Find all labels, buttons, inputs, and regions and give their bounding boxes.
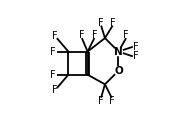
Circle shape bbox=[114, 48, 122, 56]
Text: F: F bbox=[123, 30, 129, 40]
Text: F: F bbox=[79, 30, 85, 40]
Text: O: O bbox=[114, 66, 123, 76]
Text: F: F bbox=[133, 51, 139, 61]
Text: F: F bbox=[133, 42, 139, 52]
Text: F: F bbox=[98, 18, 104, 28]
Circle shape bbox=[114, 67, 122, 75]
Text: F: F bbox=[98, 96, 104, 106]
Text: F: F bbox=[52, 31, 58, 41]
Text: F: F bbox=[109, 96, 115, 106]
Text: F: F bbox=[52, 85, 58, 95]
Text: F: F bbox=[110, 18, 116, 28]
Text: F: F bbox=[92, 30, 97, 40]
Text: F: F bbox=[50, 47, 56, 57]
Text: F: F bbox=[50, 70, 56, 80]
Text: N: N bbox=[114, 47, 123, 57]
